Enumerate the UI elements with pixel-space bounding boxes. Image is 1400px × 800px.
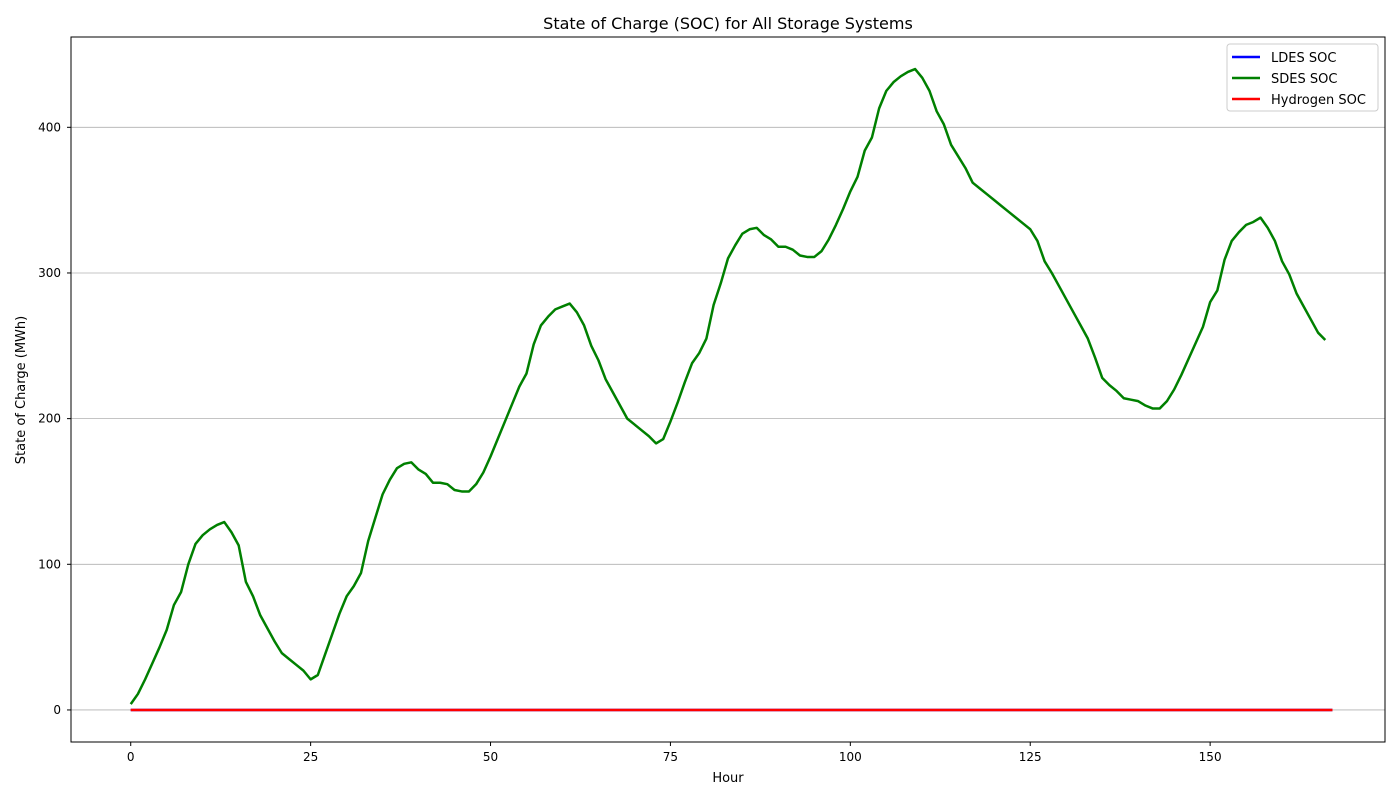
- y-tick-label: 0: [53, 703, 61, 717]
- x-axis-ticks: 0 25 50 75 100 125 150: [127, 742, 1222, 764]
- x-tick-label: 75: [663, 750, 678, 764]
- chart-title: State of Charge (SOC) for All Storage Sy…: [543, 14, 913, 33]
- legend: LDES SOC SDES SOC Hydrogen SOC: [1226, 43, 1379, 112]
- x-tick-label: 50: [483, 750, 498, 764]
- ldes-soc-legend-label: LDES SOC: [1271, 51, 1336, 66]
- y-axis-label: State of Charge (MWh): [14, 316, 29, 464]
- x-tick-label: 0: [127, 750, 135, 764]
- series-layer: [129, 67, 1333, 712]
- hydrogen-soc-legend-label: Hydrogen SOC: [1271, 93, 1366, 108]
- x-tick-label: 100: [839, 750, 862, 764]
- x-axis-label: Hour: [712, 771, 744, 786]
- plot-frame: [70, 36, 1386, 743]
- legend-box: [1226, 43, 1379, 112]
- sdes-soc-line: [129, 67, 1327, 705]
- y-tick-label: 200: [38, 412, 61, 426]
- x-tick-label: 150: [1199, 750, 1222, 764]
- y-tick-label: 100: [38, 557, 61, 571]
- y-axis-ticks: 0 100 200 300 400: [38, 120, 71, 717]
- x-tick-label: 125: [1019, 750, 1042, 764]
- y-tick-label: 300: [38, 266, 61, 280]
- y-tick-label: 400: [38, 120, 61, 134]
- sdes-soc-legend-label: SDES SOC: [1271, 72, 1337, 87]
- x-tick-label: 25: [303, 750, 318, 764]
